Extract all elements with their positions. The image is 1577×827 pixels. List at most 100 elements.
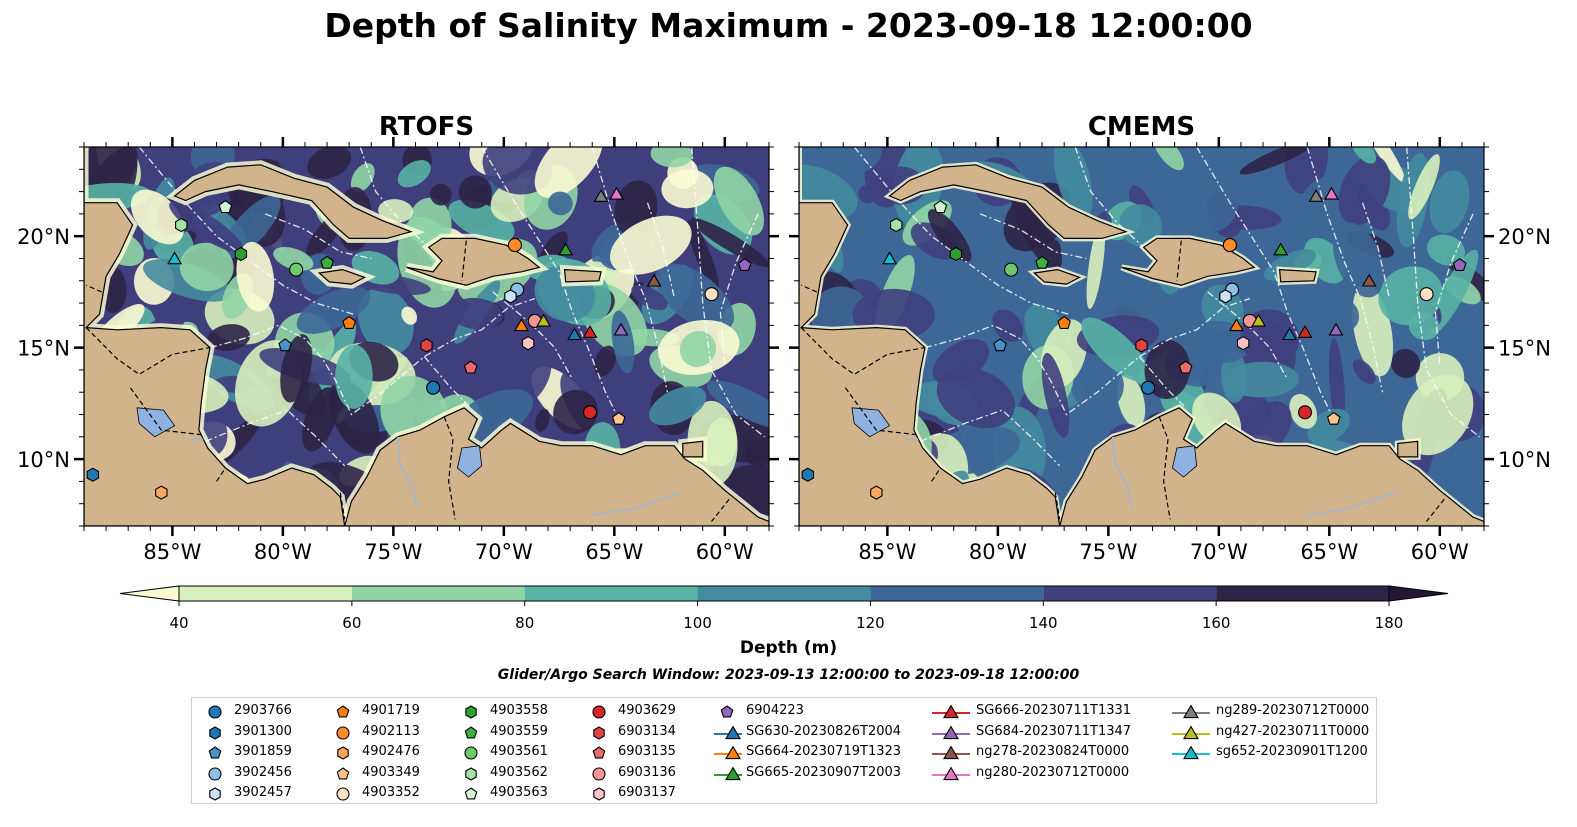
legend-entry: 4903561 bbox=[456, 744, 581, 762]
country-border bbox=[216, 467, 226, 482]
lake bbox=[1171, 445, 1198, 478]
y-tick-label: 10°N bbox=[1498, 448, 1551, 472]
obs-marker bbox=[1419, 287, 1434, 302]
obs-marker bbox=[1222, 238, 1237, 253]
eez-boundary bbox=[264, 213, 372, 260]
legend-marker bbox=[943, 745, 959, 760]
colorbar-segment bbox=[179, 586, 352, 601]
colorbar-tick-label: 80 bbox=[515, 614, 534, 632]
legend-label: 6903135 bbox=[618, 744, 676, 759]
salinity-contour-patch bbox=[553, 389, 598, 435]
legend-entry: sg652-20230901T1200 bbox=[1170, 744, 1400, 762]
salinity-contour-patch bbox=[296, 286, 371, 334]
legend-marker bbox=[465, 705, 477, 719]
salinity-contour-patch bbox=[1427, 234, 1465, 266]
legend-label: SG630-20230826T2004 bbox=[746, 723, 902, 739]
x-tick-label: 60°W bbox=[1411, 540, 1469, 564]
salinity-contour-patch bbox=[547, 191, 573, 216]
legend-label: SG666-20230711T1331 bbox=[976, 703, 1132, 718]
x-tick-label: 70°W bbox=[475, 540, 533, 564]
map-title-cmems: CMEMS bbox=[1087, 112, 1196, 142]
colorbar-extend-over bbox=[1388, 585, 1449, 602]
legend-marker-icon bbox=[1172, 725, 1210, 739]
legend-label: SG664-20230719T1323 bbox=[746, 744, 902, 759]
legend-marker bbox=[725, 745, 741, 760]
salinity-contour-patch bbox=[1429, 249, 1479, 334]
river bbox=[1112, 436, 1134, 509]
salinity-contour-patch bbox=[1263, 249, 1316, 281]
legend-label: 4901719 bbox=[362, 703, 420, 718]
salinity-contour-patch bbox=[1119, 204, 1162, 247]
land bbox=[1032, 268, 1082, 285]
salinity-contour-patch bbox=[1284, 147, 1328, 194]
legend-marker-icon bbox=[714, 745, 742, 760]
salinity-contour-patch bbox=[1319, 296, 1360, 334]
eez-boundary bbox=[591, 147, 669, 393]
legend-marker bbox=[465, 766, 477, 781]
obs-marker bbox=[704, 287, 719, 302]
obs-marker bbox=[289, 262, 304, 277]
country-border bbox=[931, 467, 941, 482]
legend-label: 4902476 bbox=[362, 744, 420, 759]
country-border bbox=[844, 387, 917, 436]
obs-marker bbox=[993, 338, 1007, 352]
legend-marker-icon bbox=[208, 746, 222, 759]
obs-marker bbox=[86, 467, 100, 482]
legend-label: 3901300 bbox=[234, 723, 292, 739]
salinity-contour-patch bbox=[649, 386, 707, 426]
colorbar-segment bbox=[1043, 586, 1217, 601]
country-border bbox=[800, 327, 926, 376]
salinity-contour-patch bbox=[401, 306, 418, 325]
legend-label: 4903629 bbox=[618, 703, 676, 718]
obs-marker bbox=[609, 186, 624, 200]
legend-marker bbox=[592, 746, 606, 759]
eez-boundary bbox=[924, 297, 1251, 416]
colorbar-label: Depth (m) bbox=[739, 638, 838, 658]
obs-marker bbox=[1141, 380, 1156, 395]
eez-boundary bbox=[1306, 147, 1384, 393]
salinity-contour-patch bbox=[1351, 147, 1377, 164]
country-border bbox=[711, 498, 730, 522]
legend-label: ng278-20230824T0000 bbox=[976, 744, 1130, 759]
obs-marker bbox=[1135, 338, 1148, 353]
obs-marker bbox=[167, 251, 183, 265]
eez-boundary bbox=[646, 202, 675, 297]
salinity-contour-patch bbox=[1180, 175, 1238, 233]
legend-marker-icon bbox=[593, 787, 605, 801]
legend-marker-icon bbox=[1172, 745, 1210, 760]
legend-marker-icon bbox=[208, 705, 222, 719]
colorbar-segment bbox=[870, 586, 1044, 601]
legend-marker bbox=[1183, 704, 1199, 719]
map-title-rtofs: RTOFS bbox=[378, 112, 475, 142]
legend-entry: 6903137 bbox=[584, 785, 709, 803]
salinity-contour-patch bbox=[1223, 361, 1299, 398]
salinity-contour-patch bbox=[679, 331, 717, 367]
legend-marker bbox=[208, 705, 222, 719]
salinity-contour-patch bbox=[1041, 352, 1070, 438]
legend-entry: ng280-20230712T0000 bbox=[930, 765, 1160, 783]
legend-marker bbox=[464, 787, 478, 800]
legend-label: 4903562 bbox=[490, 764, 548, 780]
obs-marker bbox=[567, 327, 582, 341]
legend-marker-icon bbox=[932, 704, 970, 719]
salinity-contour-patch bbox=[335, 344, 373, 409]
legend-entry: 4902113 bbox=[328, 724, 453, 742]
obs-marker bbox=[593, 188, 609, 202]
obs-marker bbox=[342, 315, 356, 329]
land bbox=[682, 440, 704, 458]
eez-boundary bbox=[719, 213, 759, 366]
legend-entry: 4902476 bbox=[328, 744, 453, 762]
land bbox=[1397, 440, 1419, 458]
salinity-contour-patch bbox=[1086, 221, 1106, 309]
x-tick-label: 65°W bbox=[585, 540, 643, 564]
salinity-contour-patch bbox=[1053, 147, 1093, 221]
obs-marker bbox=[1297, 405, 1313, 420]
legend-entry: SG666-20230711T1331 bbox=[930, 703, 1160, 721]
obs-marker bbox=[1004, 262, 1019, 277]
legend-marker-icon bbox=[714, 725, 742, 739]
legend-label: ng280-20230712T0000 bbox=[976, 764, 1130, 780]
salinity-contour-patch bbox=[745, 439, 769, 468]
salinity-contour-patch bbox=[397, 160, 431, 188]
legend-marker-icon bbox=[464, 746, 478, 760]
eez-boundary bbox=[481, 147, 620, 420]
